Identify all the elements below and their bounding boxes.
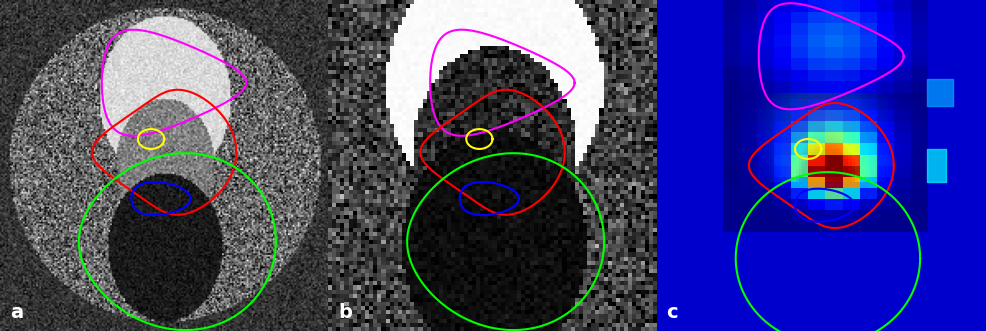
- Text: a: a: [10, 303, 23, 322]
- Text: c: c: [667, 303, 678, 322]
- Text: b: b: [338, 303, 352, 322]
